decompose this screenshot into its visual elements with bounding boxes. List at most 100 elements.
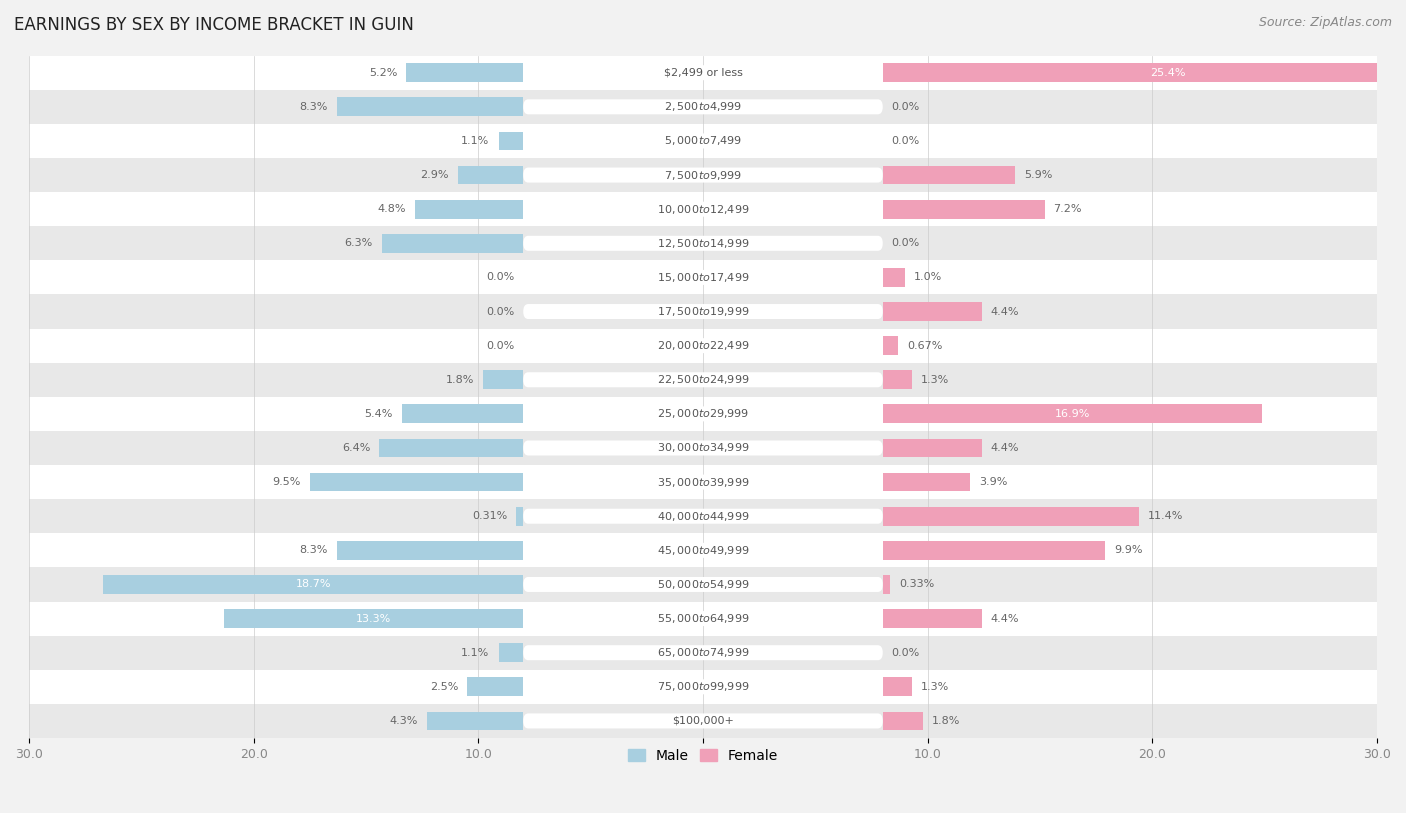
Bar (30, 397, 1376, 431)
Text: 25.4%: 25.4% (1150, 67, 1185, 78)
FancyBboxPatch shape (523, 611, 883, 626)
Text: $35,000 to $39,999: $35,000 to $39,999 (657, 476, 749, 489)
Text: $5,000 to $7,499: $5,000 to $7,499 (664, 134, 742, 147)
Bar (30, 567, 1376, 602)
Bar (482, 371, 523, 389)
Bar (883, 200, 1045, 219)
Bar (30, 499, 1376, 533)
FancyBboxPatch shape (523, 714, 883, 728)
Text: 6.4%: 6.4% (342, 443, 370, 453)
Text: 1.1%: 1.1% (461, 136, 489, 146)
Text: 2.9%: 2.9% (420, 170, 449, 180)
Text: $50,000 to $54,999: $50,000 to $54,999 (657, 578, 749, 591)
FancyBboxPatch shape (523, 304, 883, 319)
FancyBboxPatch shape (523, 133, 883, 149)
Text: $22,500 to $24,999: $22,500 to $24,999 (657, 373, 749, 386)
Text: 9.5%: 9.5% (273, 477, 301, 487)
Bar (883, 609, 981, 628)
Text: 9.9%: 9.9% (1114, 546, 1143, 555)
FancyBboxPatch shape (523, 99, 883, 115)
Bar (883, 575, 890, 593)
Bar (337, 541, 523, 559)
Text: 16.9%: 16.9% (1054, 409, 1090, 419)
Bar (883, 337, 898, 355)
Text: EARNINGS BY SEX BY INCOME BRACKET IN GUIN: EARNINGS BY SEX BY INCOME BRACKET IN GUI… (14, 16, 413, 34)
Bar (516, 506, 523, 526)
Text: 0.0%: 0.0% (486, 272, 515, 282)
Bar (30, 431, 1376, 465)
Bar (30, 363, 1376, 397)
Text: 8.3%: 8.3% (299, 546, 328, 555)
FancyBboxPatch shape (523, 543, 883, 558)
Text: 18.7%: 18.7% (295, 580, 330, 589)
Text: $12,500 to $14,999: $12,500 to $14,999 (657, 237, 749, 250)
Bar (30, 55, 1376, 89)
Text: 4.4%: 4.4% (991, 443, 1019, 453)
Text: 1.3%: 1.3% (921, 682, 949, 692)
Text: $7,500 to $9,999: $7,500 to $9,999 (664, 168, 742, 181)
Text: 0.31%: 0.31% (472, 511, 508, 521)
FancyBboxPatch shape (523, 406, 883, 421)
Text: 1.0%: 1.0% (914, 272, 942, 282)
Text: 0.0%: 0.0% (891, 136, 920, 146)
Text: 0.0%: 0.0% (891, 648, 920, 658)
Bar (406, 63, 523, 82)
FancyBboxPatch shape (523, 577, 883, 592)
Bar (499, 132, 523, 150)
Text: 1.3%: 1.3% (921, 375, 949, 385)
Text: 5.2%: 5.2% (368, 67, 398, 78)
Bar (458, 166, 523, 185)
Text: 4.3%: 4.3% (389, 716, 418, 726)
Text: 5.9%: 5.9% (1025, 170, 1053, 180)
Legend: Male, Female: Male, Female (623, 743, 783, 768)
Bar (883, 166, 1015, 185)
Text: $40,000 to $44,999: $40,000 to $44,999 (657, 510, 749, 523)
Text: 1.8%: 1.8% (446, 375, 474, 385)
Bar (30, 294, 1376, 328)
Bar (30, 465, 1376, 499)
Text: $2,500 to $4,999: $2,500 to $4,999 (664, 100, 742, 113)
Bar (30, 602, 1376, 636)
Text: 2.5%: 2.5% (430, 682, 458, 692)
FancyBboxPatch shape (523, 372, 883, 387)
Text: 3.9%: 3.9% (980, 477, 1008, 487)
Text: 1.8%: 1.8% (932, 716, 960, 726)
FancyBboxPatch shape (523, 236, 883, 250)
FancyBboxPatch shape (523, 338, 883, 353)
Bar (30, 328, 1376, 363)
Bar (30, 192, 1376, 226)
Text: $15,000 to $17,499: $15,000 to $17,499 (657, 271, 749, 284)
Bar (883, 439, 981, 458)
FancyBboxPatch shape (523, 202, 883, 217)
Text: 0.0%: 0.0% (891, 238, 920, 248)
Text: $20,000 to $22,499: $20,000 to $22,499 (657, 339, 749, 352)
FancyBboxPatch shape (523, 680, 883, 694)
Text: 0.0%: 0.0% (891, 102, 920, 112)
Bar (883, 302, 981, 321)
Text: $10,000 to $12,499: $10,000 to $12,499 (657, 202, 749, 215)
Bar (30, 158, 1376, 192)
Bar (883, 677, 912, 696)
Text: $100,000+: $100,000+ (672, 716, 734, 726)
Text: $65,000 to $74,999: $65,000 to $74,999 (657, 646, 749, 659)
Bar (381, 234, 523, 253)
Text: 8.3%: 8.3% (299, 102, 328, 112)
Text: 7.2%: 7.2% (1053, 204, 1083, 214)
Bar (499, 643, 523, 662)
Text: 13.3%: 13.3% (356, 614, 391, 624)
Bar (883, 63, 1406, 82)
Text: $75,000 to $99,999: $75,000 to $99,999 (657, 680, 749, 693)
Bar (380, 439, 523, 458)
Text: 4.4%: 4.4% (991, 307, 1019, 316)
Bar (30, 533, 1376, 567)
Text: 0.0%: 0.0% (486, 307, 515, 316)
Bar (415, 200, 523, 219)
Bar (337, 98, 523, 116)
Text: 0.67%: 0.67% (907, 341, 942, 350)
Bar (883, 268, 905, 287)
Bar (309, 472, 523, 492)
Text: 0.33%: 0.33% (900, 580, 935, 589)
Text: 11.4%: 11.4% (1147, 511, 1184, 521)
Bar (225, 609, 523, 628)
Bar (883, 711, 924, 730)
